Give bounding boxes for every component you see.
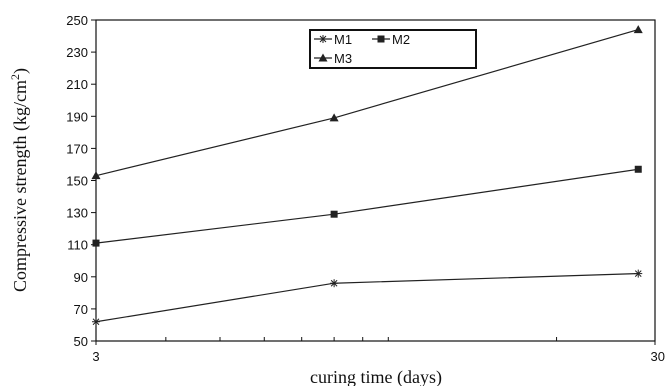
x-tick-label: 3 xyxy=(92,349,99,364)
y-tick-label: 110 xyxy=(67,238,88,253)
legend-label: M3 xyxy=(334,51,352,66)
y-tick-label: 130 xyxy=(66,206,88,221)
y-axis-label: Compressive strength (kg/cm2) xyxy=(8,68,31,292)
series-m3 xyxy=(91,25,643,180)
y-axis-ticks: 50 70 90 110 130 150 170 190 210 230 250 xyxy=(66,13,96,349)
x-tick-label: 30 xyxy=(651,349,665,364)
x-axis-label: curing time (days) xyxy=(310,367,442,386)
y-tick-label: 150 xyxy=(66,174,88,189)
data-point-triangle xyxy=(91,171,101,180)
data-point-square xyxy=(634,165,642,173)
x-axis-ticks: 3 30 xyxy=(92,337,665,364)
y-tick-label: 210 xyxy=(66,77,88,92)
legend: M1 M2 M3 xyxy=(309,29,477,69)
legend-item-m3: M3 xyxy=(314,51,352,66)
series-layer xyxy=(91,25,643,326)
series-m1 xyxy=(92,269,643,326)
legend-box xyxy=(309,29,477,69)
legend-label: M2 xyxy=(392,32,410,47)
y-tick-label: 170 xyxy=(66,141,88,156)
y-tick-label: 250 xyxy=(66,13,88,28)
data-point-square xyxy=(92,239,100,247)
data-point-asterisk xyxy=(319,35,327,43)
data-point-asterisk xyxy=(330,279,339,288)
legend-label: M1 xyxy=(334,32,352,47)
legend-item-m2: M2 xyxy=(372,32,410,47)
data-point-square xyxy=(377,35,385,43)
y-tick-label: 190 xyxy=(66,109,88,124)
data-point-triangle xyxy=(633,25,643,34)
y-tick-label: 50 xyxy=(74,334,88,349)
legend-item-m1: M1 xyxy=(314,32,352,47)
data-point-asterisk xyxy=(634,269,643,278)
series-line-m1 xyxy=(95,272,639,323)
y-axis-label-superscript: 2 xyxy=(8,74,22,80)
y-axis-label-main: Compressive strength (kg/cm xyxy=(10,80,31,292)
y-tick-label: 230 xyxy=(66,45,88,60)
data-point-triangle xyxy=(318,53,328,62)
data-point-asterisk xyxy=(92,317,100,326)
y-tick-label: 70 xyxy=(74,302,88,317)
y-tick-label: 90 xyxy=(74,270,88,285)
y-axis-label-close: ) xyxy=(10,68,31,74)
series-m2 xyxy=(92,165,642,247)
data-point-triangle xyxy=(329,113,339,122)
data-point-square xyxy=(330,210,338,218)
series-line-m2 xyxy=(95,168,639,244)
